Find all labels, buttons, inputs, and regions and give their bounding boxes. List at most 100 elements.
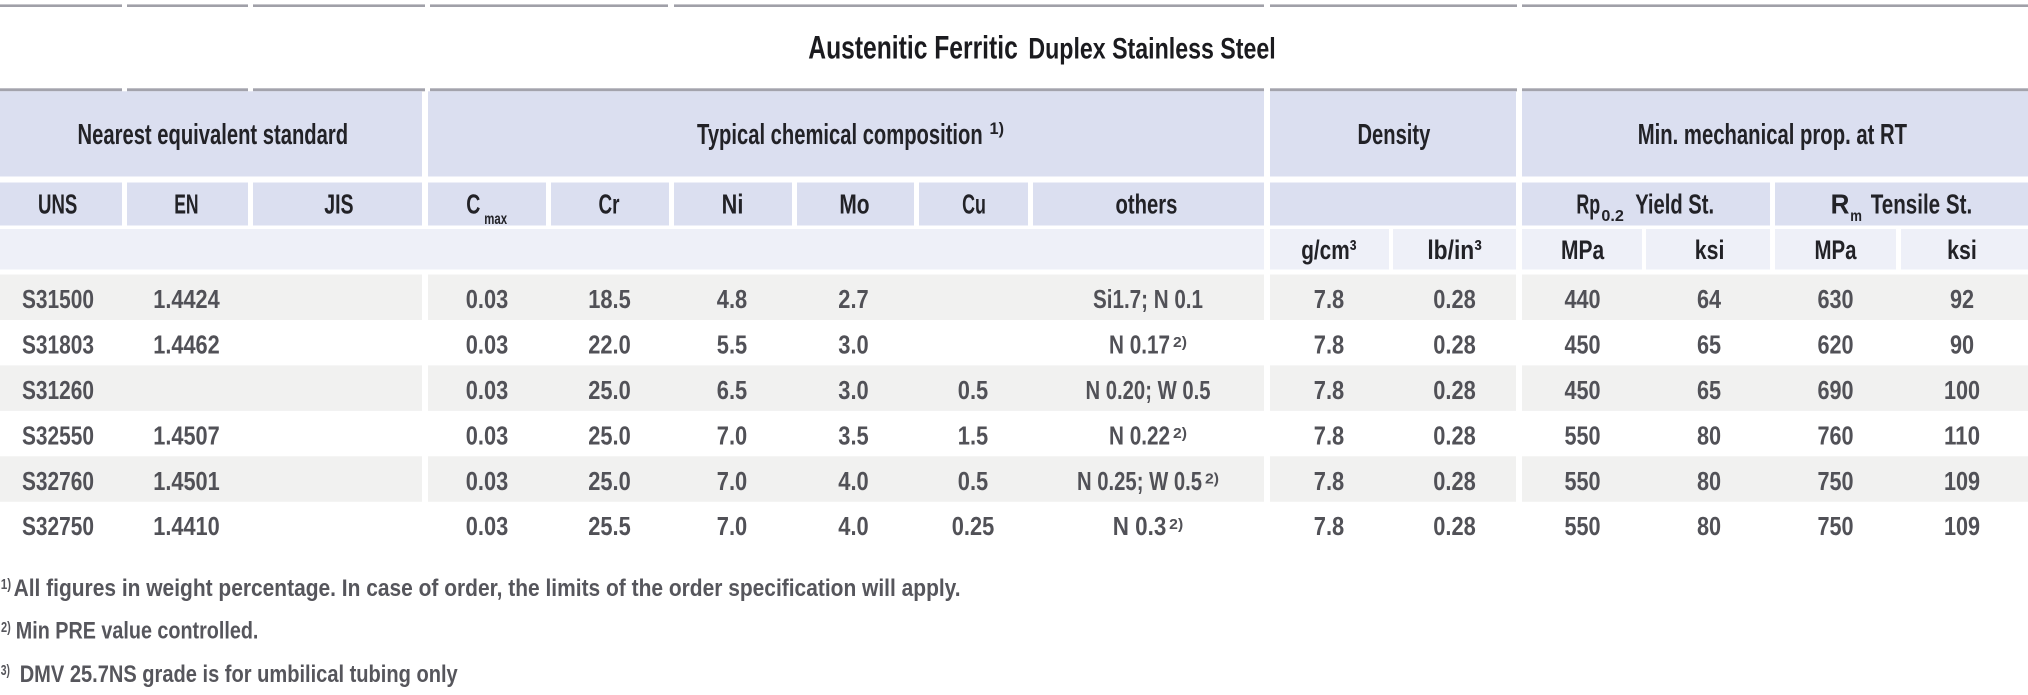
svg-text:1.4507: 1.4507 [153, 420, 220, 450]
svg-text:Si1.7; N 0.1: Si1.7; N 0.1 [1093, 284, 1203, 314]
svg-text:25.0: 25.0 [588, 420, 631, 450]
svg-text:18.5: 18.5 [588, 284, 631, 314]
svg-text:1.4410: 1.4410 [153, 511, 220, 541]
svg-text:550: 550 [1564, 466, 1600, 496]
svg-text:750: 750 [1817, 466, 1853, 496]
svg-text:64: 64 [1697, 284, 1722, 314]
svg-text:N 0.3: N 0.3 [1113, 511, 1167, 541]
svg-text:R: R [1831, 189, 1850, 220]
svg-text:MPa: MPa [1815, 235, 1858, 265]
svg-text:0.03: 0.03 [466, 466, 508, 496]
svg-text:C: C [466, 189, 480, 220]
svg-text:750: 750 [1817, 511, 1853, 541]
svg-text:Tensile St.: Tensile St. [1871, 189, 1973, 220]
svg-text:3.5: 3.5 [838, 420, 868, 450]
svg-text:Min PRE value controlled.: Min PRE value controlled. [16, 618, 259, 645]
svg-text:630: 630 [1817, 284, 1853, 314]
svg-text:Yield St.: Yield St. [1635, 189, 1714, 220]
svg-text:6.5: 6.5 [717, 375, 747, 405]
svg-text:Ni: Ni [722, 189, 744, 220]
svg-text:0.5: 0.5 [958, 375, 988, 405]
svg-text:N 0.20; W 0.5: N 0.20; W 0.5 [1086, 375, 1211, 405]
svg-text:0.03: 0.03 [466, 329, 508, 359]
svg-text:3.0: 3.0 [838, 375, 868, 405]
svg-text:0.03: 0.03 [466, 284, 508, 314]
svg-text:lb/in³: lb/in³ [1427, 235, 1482, 265]
svg-text:3): 3) [1, 662, 10, 679]
svg-text:2): 2) [1205, 470, 1219, 487]
svg-text:0.03: 0.03 [466, 420, 508, 450]
svg-text:440: 440 [1564, 284, 1600, 314]
svg-text:4.8: 4.8 [717, 284, 747, 314]
svg-text:22.0: 22.0 [588, 329, 631, 359]
svg-text:2): 2) [1173, 425, 1187, 442]
svg-text:110: 110 [1944, 420, 1980, 450]
svg-text:1.5: 1.5 [958, 420, 988, 450]
svg-text:Duplex Stainless Steel: Duplex Stainless Steel [1028, 33, 1275, 66]
svg-text:Cr: Cr [599, 189, 620, 220]
svg-text:1.4501: 1.4501 [153, 466, 220, 496]
svg-text:max: max [484, 211, 507, 228]
svg-text:S32550: S32550 [22, 420, 94, 450]
svg-text:UNS: UNS [38, 189, 77, 220]
svg-text:S32760: S32760 [22, 466, 94, 496]
svg-text:620: 620 [1817, 329, 1853, 359]
svg-text:S31803: S31803 [22, 329, 94, 359]
svg-text:Cu: Cu [962, 189, 986, 220]
svg-text:0.28: 0.28 [1433, 420, 1476, 450]
svg-text:ksi: ksi [1947, 235, 1977, 265]
svg-text:0.25: 0.25 [952, 511, 995, 541]
svg-text:2): 2) [1, 619, 11, 636]
svg-text:N 0.25; W 0.5: N 0.25; W 0.5 [1077, 466, 1202, 496]
svg-text:Austenitic Ferritic: Austenitic Ferritic [808, 30, 1018, 66]
svg-text:0.03: 0.03 [466, 511, 508, 541]
svg-text:7.0: 7.0 [717, 511, 747, 541]
svg-text:450: 450 [1564, 329, 1600, 359]
svg-text:1.4462: 1.4462 [153, 329, 220, 359]
svg-text:Min. mechanical prop. at RT: Min. mechanical prop. at RT [1638, 119, 1908, 151]
svg-text:MPa: MPa [1561, 235, 1605, 265]
svg-text:All figures in weight percenta: All figures in weight percentage. In cas… [14, 575, 961, 602]
svg-text:0.28: 0.28 [1433, 466, 1476, 496]
svg-text:4.0: 4.0 [838, 511, 868, 541]
svg-text:25.0: 25.0 [588, 466, 631, 496]
svg-text:690: 690 [1817, 375, 1853, 405]
svg-text:4.0: 4.0 [838, 466, 868, 496]
svg-text:760: 760 [1817, 420, 1853, 450]
svg-text:Density: Density [1358, 119, 1431, 151]
svg-text:100: 100 [1944, 375, 1980, 405]
svg-text:g/cm³: g/cm³ [1301, 235, 1356, 265]
svg-text:Mo: Mo [839, 189, 869, 220]
svg-text:92: 92 [1950, 284, 1974, 314]
svg-text:S31260: S31260 [22, 375, 94, 405]
svg-text:109: 109 [1944, 466, 1980, 496]
svg-text:0.28: 0.28 [1433, 511, 1476, 541]
svg-text:1): 1) [1, 576, 11, 593]
svg-text:2): 2) [1169, 516, 1183, 533]
svg-text:7.0: 7.0 [717, 420, 747, 450]
svg-text:25.5: 25.5 [588, 511, 631, 541]
svg-text:7.8: 7.8 [1314, 420, 1344, 450]
svg-text:3.0: 3.0 [838, 329, 868, 359]
svg-text:7.8: 7.8 [1314, 329, 1344, 359]
svg-text:0.5: 0.5 [958, 466, 988, 496]
svg-text:450: 450 [1564, 375, 1600, 405]
svg-text:550: 550 [1564, 420, 1600, 450]
svg-text:25.0: 25.0 [588, 375, 631, 405]
svg-text:65: 65 [1697, 329, 1721, 359]
svg-text:EN: EN [174, 189, 198, 220]
svg-text:7.8: 7.8 [1314, 375, 1344, 405]
svg-text:550: 550 [1564, 511, 1600, 541]
svg-text:S31500: S31500 [22, 284, 94, 314]
svg-text:0.28: 0.28 [1433, 375, 1476, 405]
svg-text:0.28: 0.28 [1433, 329, 1476, 359]
svg-text:1): 1) [990, 119, 1005, 138]
svg-text:2.7: 2.7 [838, 284, 868, 314]
svg-text:0.2: 0.2 [1601, 208, 1624, 225]
svg-text:80: 80 [1697, 511, 1721, 541]
svg-text:5.5: 5.5 [717, 329, 747, 359]
svg-text:2): 2) [1173, 334, 1187, 351]
svg-text:80: 80 [1697, 420, 1721, 450]
svg-text:Rp: Rp [1576, 189, 1600, 220]
svg-text:65: 65 [1697, 375, 1721, 405]
